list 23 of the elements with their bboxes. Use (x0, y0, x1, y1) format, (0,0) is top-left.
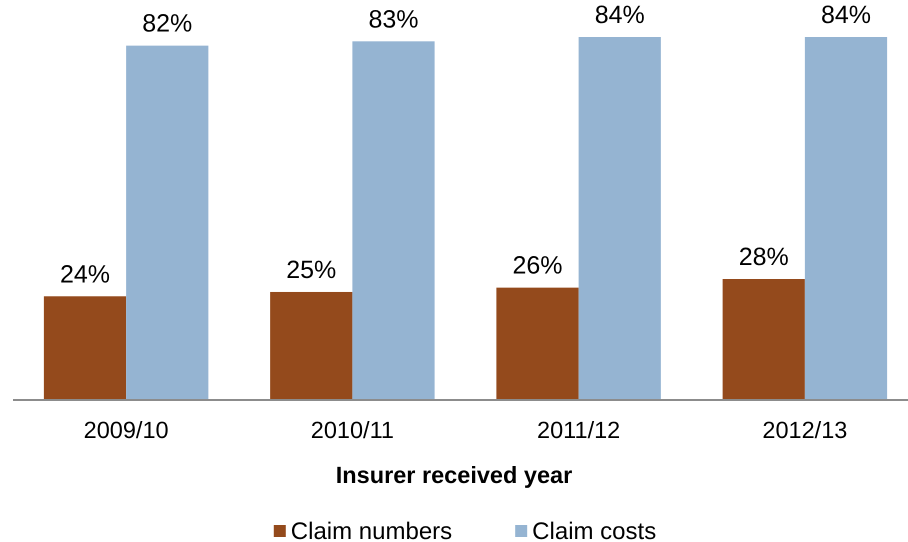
x-tick-label: 2012/13 (762, 416, 848, 443)
bar (352, 41, 435, 400)
bar (126, 46, 208, 400)
data-label: 83% (368, 5, 419, 34)
data-label: 82% (142, 10, 192, 38)
bar (270, 292, 352, 400)
x-tick-label: 2011/12 (537, 416, 620, 443)
data-label: 25% (286, 256, 336, 284)
data-label: 24% (60, 260, 110, 288)
bar (44, 296, 126, 400)
legend-label: Claim numbers (290, 518, 452, 542)
bar (496, 288, 579, 400)
x-axis-title: Insurer received year (336, 462, 572, 488)
x-tick-label: 2010/11 (310, 416, 394, 443)
data-label: 84% (820, 1, 872, 29)
data-label: 84% (594, 1, 645, 29)
x-tick-label: 2009/10 (84, 416, 169, 443)
data-label: 28% (738, 243, 789, 271)
legend-label: Claim costs (532, 518, 656, 542)
bar (578, 37, 661, 400)
bar (722, 279, 805, 400)
data-label: 26% (512, 252, 563, 280)
bar (804, 37, 888, 400)
